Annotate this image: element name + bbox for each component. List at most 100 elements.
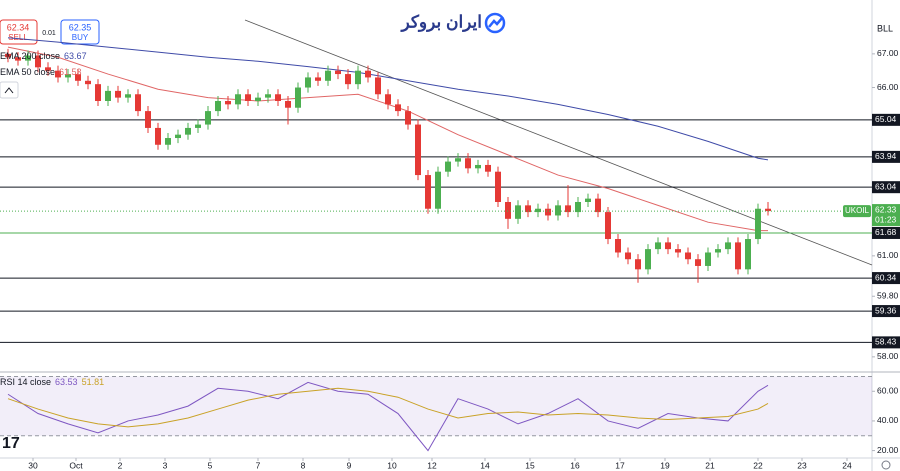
candle-body xyxy=(555,205,561,216)
y-tick-label: 66.00 xyxy=(877,82,899,92)
level-label: 61.68 xyxy=(875,227,897,237)
level-label-box xyxy=(872,336,900,349)
level-label-box xyxy=(872,305,900,318)
logo: ایران بروکر xyxy=(399,12,506,34)
candle-body xyxy=(705,252,711,266)
x-tick-label: 3 xyxy=(163,460,168,470)
candle-body xyxy=(765,208,771,212)
level-label: 63.04 xyxy=(875,181,897,191)
level-label: 65.04 xyxy=(875,114,897,124)
y-tick-label: 61.00 xyxy=(877,250,899,260)
candle-body xyxy=(75,74,81,81)
last-price-box xyxy=(872,204,900,227)
candle-body xyxy=(145,111,151,128)
x-tick-label: 21 xyxy=(705,460,715,470)
candle-body xyxy=(205,111,211,125)
settings-icon[interactable] xyxy=(881,460,891,470)
candle-body xyxy=(55,70,61,78)
sell-price[interactable]: 62.34 xyxy=(7,22,30,32)
level-label: 60.34 xyxy=(875,272,897,282)
x-tick-label: 16 xyxy=(570,460,580,470)
x-tick-label: 12 xyxy=(427,460,437,470)
candle-body xyxy=(465,158,471,169)
buy-price[interactable]: 62.35 xyxy=(69,22,92,32)
x-tick-label: Oct xyxy=(69,460,83,470)
symbol-label: UKOIL xyxy=(845,206,870,215)
x-tick-label: 24 xyxy=(842,460,852,470)
trend-line xyxy=(244,19,873,266)
candle-body xyxy=(5,53,11,58)
collapse-button[interactable] xyxy=(0,81,19,99)
rsi-legend-value: 51.81 xyxy=(82,377,105,387)
logo-text: ایران بروکر xyxy=(399,12,482,32)
candle-body xyxy=(515,205,521,219)
countdown-label: 01:23 xyxy=(875,214,897,224)
candle-body xyxy=(265,94,271,98)
candle-body xyxy=(665,242,671,250)
level-label: 58.43 xyxy=(875,337,897,347)
candle-body xyxy=(605,212,611,240)
y-tick-label: 58.00 xyxy=(877,351,899,361)
level-label: 59.36 xyxy=(875,305,897,315)
candle-body xyxy=(405,111,411,125)
candle-body xyxy=(35,55,41,68)
sell-label[interactable]: SELL xyxy=(8,33,28,42)
candle-body xyxy=(85,80,91,85)
candle-body xyxy=(155,127,161,145)
collapse-icon[interactable] xyxy=(4,87,14,94)
rsi-tick-label: 40.00 xyxy=(877,415,899,425)
rsi-tick-label: 20.00 xyxy=(877,445,899,455)
candle-body xyxy=(695,259,701,266)
candle-body xyxy=(375,77,381,95)
candle-body xyxy=(325,70,331,81)
candle-body xyxy=(95,84,101,101)
last-price-label: 62.33 xyxy=(875,204,897,214)
x-tick-label: 2 xyxy=(118,460,123,470)
candle-body xyxy=(735,242,741,270)
level-label-box xyxy=(872,226,900,239)
candle-body xyxy=(475,164,481,169)
candle-body xyxy=(755,208,761,240)
buy-label[interactable]: BUY xyxy=(72,33,89,42)
candle-body xyxy=(635,259,641,270)
candle-body xyxy=(335,70,341,75)
candle-body xyxy=(565,205,571,213)
candle-body xyxy=(195,124,201,128)
x-tick-label: 15 xyxy=(525,460,535,470)
candle-body xyxy=(285,100,291,108)
candle-body xyxy=(585,198,591,202)
candle-body xyxy=(645,249,651,270)
y-tick-label: 59.80 xyxy=(877,291,899,301)
level-label-box xyxy=(872,150,900,163)
candle-body xyxy=(345,74,351,85)
candle-body xyxy=(275,94,281,101)
corner-label: BLL xyxy=(877,23,893,33)
candle-body xyxy=(685,252,691,260)
candle-body xyxy=(355,70,361,85)
candle-body xyxy=(485,164,491,172)
level-label: 63.94 xyxy=(875,151,897,161)
y-tick-label: 67.00 xyxy=(877,48,899,58)
rsi-line xyxy=(7,387,769,428)
candle-body xyxy=(25,55,31,61)
candle-body xyxy=(415,124,421,176)
candle-body xyxy=(365,70,371,78)
legend-name: EMA 200 close xyxy=(0,51,60,61)
candle-body xyxy=(305,77,311,88)
candle-body xyxy=(545,208,551,216)
candle-body xyxy=(15,57,21,61)
rsi-legend-value: 63.53 xyxy=(55,377,78,387)
rsi-legend: RSI 14 close 63.53 51.81 xyxy=(0,377,104,387)
x-tick-label: 10 xyxy=(387,460,397,470)
level-label-box xyxy=(872,181,900,194)
legend-entry: EMA 200 close 63.67 xyxy=(0,51,87,61)
legend-entry: EMA 50 close 61.53 xyxy=(0,67,82,77)
candle-body xyxy=(715,249,721,253)
logo-icon xyxy=(484,12,506,34)
x-tick-label: 30 xyxy=(28,460,38,470)
candle-body xyxy=(385,94,391,105)
candle-body xyxy=(395,104,401,112)
rsi-title: RSI 14 close xyxy=(0,377,51,387)
